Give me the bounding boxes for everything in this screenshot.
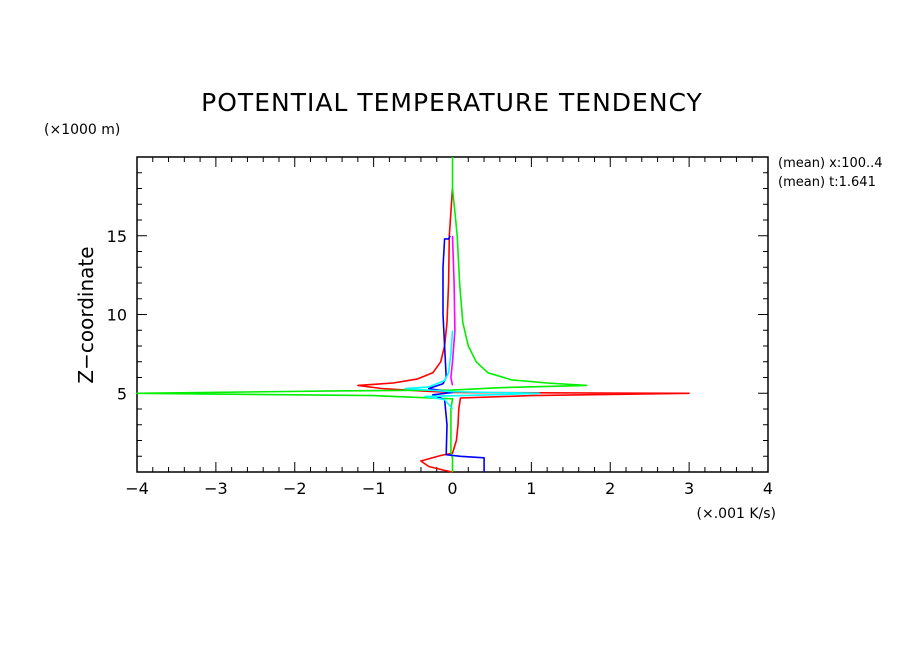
y-axis-units: (×1000 m) — [44, 122, 120, 138]
series-line-1 — [357, 188, 690, 473]
plot-frame — [136, 156, 769, 473]
y-axis-label: Z−coordinate — [74, 246, 98, 383]
annotation-mean-t: (mean) t:1.641 — [778, 175, 876, 190]
series-line-2 — [136, 157, 588, 472]
x-tick-label: −1 — [362, 479, 386, 498]
x-tick-label: −2 — [283, 479, 307, 498]
y-tick-label: 10 — [107, 306, 127, 325]
series-line-3 — [427, 235, 485, 472]
series-lines — [136, 157, 690, 473]
axis-ticks — [136, 156, 769, 473]
series-line-4 — [404, 330, 541, 410]
x-axis-units: (×.001 K/s) — [697, 506, 776, 522]
y-tick-label: 15 — [107, 227, 127, 246]
series-line-5 — [450, 235, 456, 386]
y-tick-label: 5 — [117, 384, 127, 403]
y-tick-labels: 5 10 15 — [107, 227, 127, 404]
x-tick-label: 3 — [684, 479, 694, 498]
x-tick-label: 0 — [447, 479, 457, 498]
x-tick-label: 4 — [763, 479, 773, 498]
x-tick-label: 1 — [526, 479, 536, 498]
x-tick-label: −4 — [125, 479, 149, 498]
chart-title: POTENTIAL TEMPERATURE TENDENCY — [201, 88, 703, 117]
x-tick-label: 2 — [605, 479, 615, 498]
x-tick-labels: −4 −3 −2 −1 0 1 2 3 4 — [125, 479, 773, 498]
annotation-mean-x: (mean) x:100..4 — [778, 156, 883, 171]
x-tick-label: −3 — [204, 479, 228, 498]
